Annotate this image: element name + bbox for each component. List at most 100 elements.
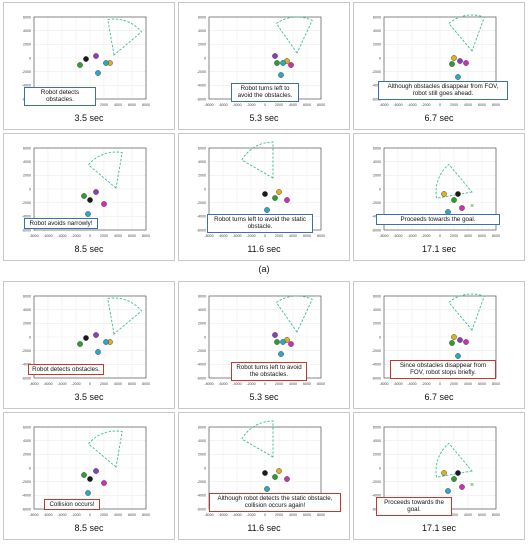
x-tick-label: -6000 (43, 234, 52, 238)
scenario-note: Proceeds towards the goal. (376, 214, 500, 226)
y-tick-label: 4000 (23, 160, 31, 164)
y-tick-label: 2000 (198, 453, 206, 457)
y-tick-label: -4000 (372, 363, 381, 367)
fov-sector (275, 295, 313, 333)
y-tick-label: 6000 (198, 146, 206, 150)
x-tick-label: -2000 (421, 234, 430, 238)
x-tick-label: 8000 (142, 513, 150, 517)
scenario-note: Robot turns left to avoid the obstacles. (231, 83, 299, 102)
y-tick-label: 2000 (23, 453, 31, 457)
y-tick-label: -2000 (372, 70, 381, 74)
y-tick-label: -6000 (22, 376, 31, 380)
plot-frame (383, 147, 497, 231)
time-label: 17.1 sec (421, 523, 457, 533)
time-label: 11.6 sec (247, 523, 281, 533)
x-tick-label: 6000 (303, 382, 311, 386)
y-tick-label: 6000 (198, 425, 206, 429)
x-tick-label: -2000 (71, 513, 80, 517)
y-tick-label: -4000 (372, 494, 381, 498)
obstacle-marker (83, 335, 89, 341)
y-tick-label: 6000 (23, 146, 31, 150)
panel-b4: -8000 -6000 -4000 -2000 0 2000 4000 6000 8000 600… (3, 412, 175, 540)
trajectory-plot: -8000-6000-4000-200002000400060008000600… (22, 15, 150, 107)
x-tick-label: 8000 (492, 382, 500, 386)
y-tick-label: -2000 (372, 201, 381, 205)
time-label: 6.7 sec (424, 113, 454, 123)
obstacle-marker (272, 474, 278, 480)
scenario-note: Robot turns left to avoid the obstacles. (231, 362, 307, 381)
y-tick-label: 2000 (23, 322, 31, 326)
obstacle-marker (449, 340, 455, 346)
y-tick-label: -2000 (197, 349, 206, 353)
y-tick-label: 4000 (198, 29, 206, 33)
x-tick-label: 4000 (114, 234, 122, 238)
scenario-note: Robot detects obstacles. (28, 364, 104, 376)
y-tick-label: 2000 (198, 174, 206, 178)
y-tick-label: 0 (204, 56, 206, 60)
y-tick-label: -4000 (22, 215, 31, 219)
x-tick-label: 0 (264, 513, 266, 517)
obstacle-marker (81, 472, 87, 478)
obstacle-marker (276, 468, 282, 474)
y-tick-label: 6000 (198, 15, 206, 19)
x-tick-label: 6000 (303, 513, 311, 517)
x-tick-label: 8000 (492, 103, 500, 107)
x-tick-label: -4000 (232, 382, 241, 386)
time-label: 11.6 sec (247, 244, 281, 254)
x-tick-label: 8000 (317, 234, 325, 238)
fov-sector (107, 18, 143, 56)
y-tick-label: 2000 (23, 174, 31, 178)
obstacle-marker (274, 60, 280, 66)
obstacle-marker (93, 189, 99, 195)
scenario-note: Robot turns left to avoid the static obs… (207, 214, 313, 233)
y-tick-label: 0 (379, 466, 381, 470)
x-tick-label: 4000 (289, 234, 297, 238)
panel-a1: -8000-6000-4000-200002000400060008000600… (3, 2, 175, 130)
x-tick-label: 2000 (450, 234, 458, 238)
x-tick-label: 2000 (100, 513, 108, 517)
x-tick-label: -4000 (232, 234, 241, 238)
plot-frame (33, 295, 147, 379)
obstacle-marker (280, 339, 286, 345)
x-tick-label: 0 (264, 382, 266, 386)
y-tick-label: -4000 (22, 363, 31, 367)
x-tick-label: 4000 (114, 382, 122, 386)
y-tick-label: 0 (29, 187, 31, 191)
obstacle-marker (262, 191, 268, 197)
obstacle-marker (288, 62, 294, 68)
x-tick-label: -4000 (232, 103, 241, 107)
obstacle-marker (451, 476, 457, 482)
x-tick-label: 6000 (303, 103, 311, 107)
x-tick-label: -6000 (43, 513, 52, 517)
obstacle-marker (272, 53, 278, 59)
x-tick-label: -8000 (29, 382, 38, 386)
x-tick-label: 0 (439, 234, 441, 238)
obstacle-marker (455, 353, 461, 359)
obstacle-marker (280, 60, 286, 66)
time-label: 6.7 sec (424, 392, 454, 402)
obstacle-marker (103, 60, 109, 66)
x-tick-label: 8000 (492, 234, 500, 238)
y-tick-label: -4000 (197, 494, 206, 498)
time-label: 5.3 sec (249, 392, 279, 402)
obstacle-marker (278, 72, 284, 78)
fov-sector (241, 420, 274, 458)
x-tick-label: 6000 (128, 513, 136, 517)
y-tick-label: 0 (379, 56, 381, 60)
x-tick-label: 6000 (478, 513, 486, 517)
y-tick-label: 0 (204, 335, 206, 339)
y-tick-label: -6000 (197, 97, 206, 101)
obstacle-marker (85, 211, 91, 217)
x-tick-label: 6000 (478, 382, 486, 386)
x-tick-label: 0 (89, 234, 91, 238)
y-tick-label: 6000 (373, 294, 381, 298)
x-tick-label: 8000 (492, 513, 500, 517)
obstacle-marker (441, 191, 447, 197)
figure-a: -8000 -6000 -4000 -2000 0 2000 4000 6000 8000 600… (3, 2, 525, 261)
x-tick-label: 0 (89, 513, 91, 517)
y-tick-label: -2000 (372, 480, 381, 484)
